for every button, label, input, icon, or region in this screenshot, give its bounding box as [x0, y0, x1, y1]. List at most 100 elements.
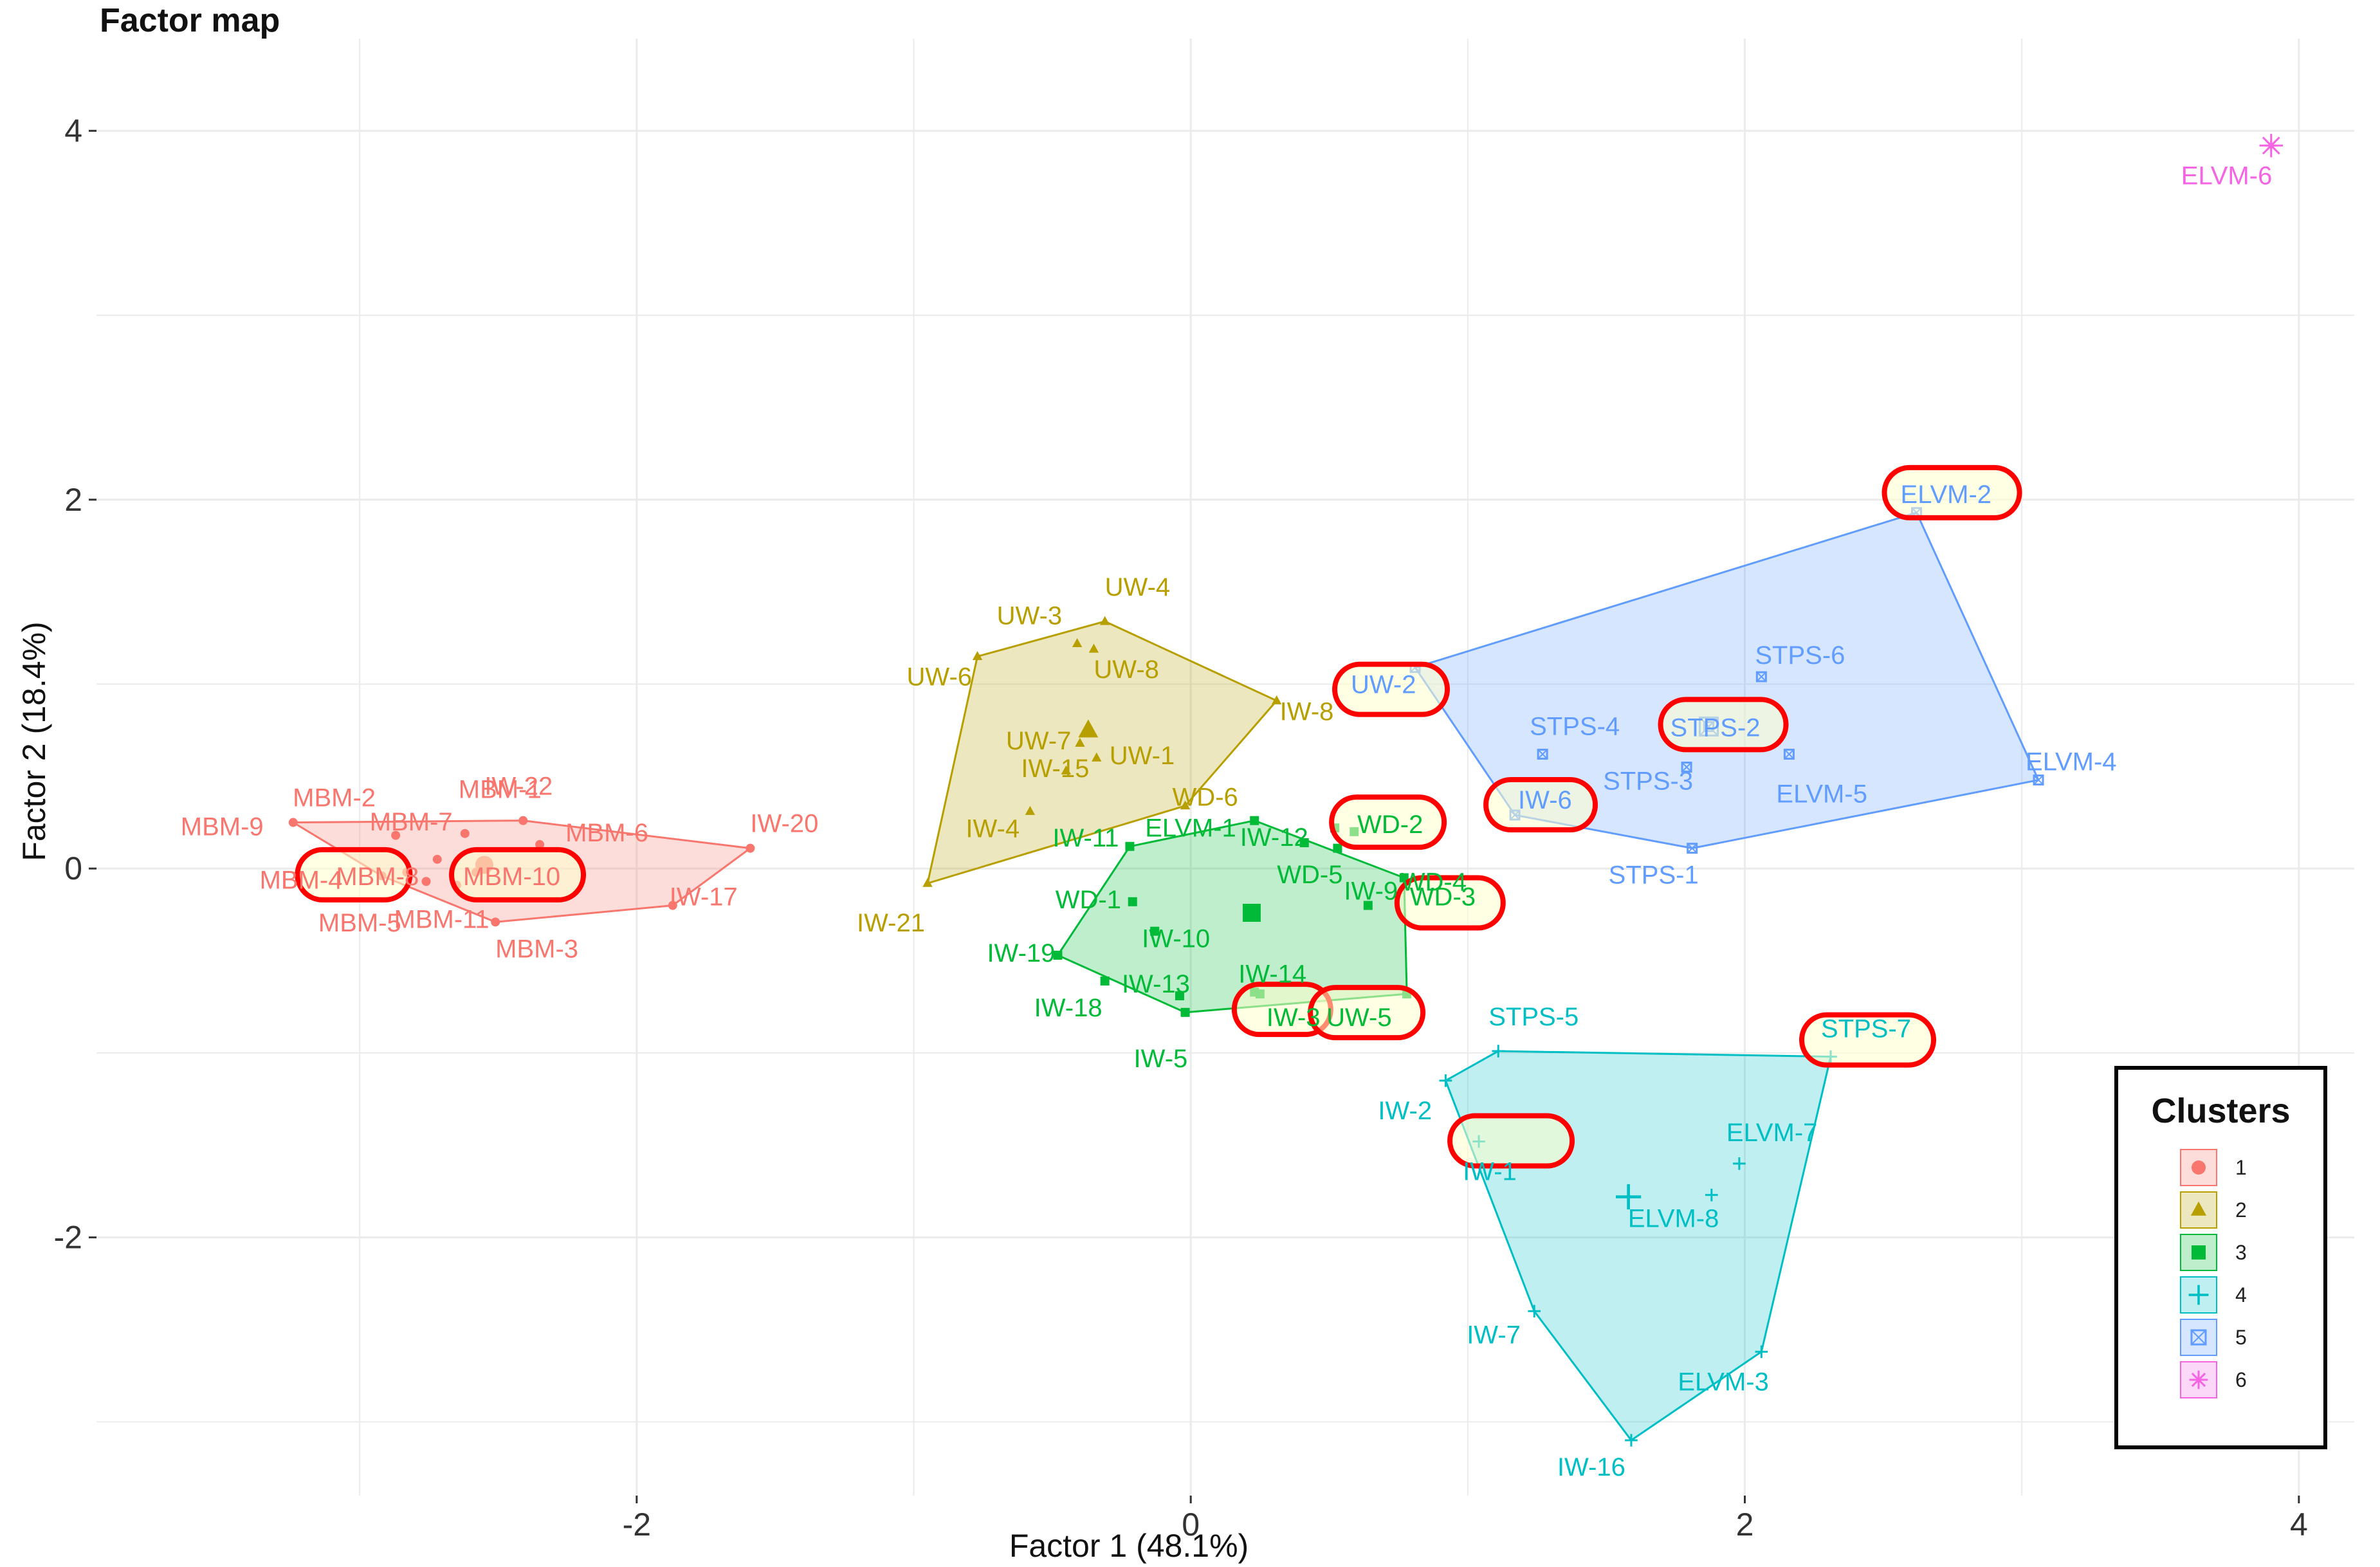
point-IW-10	[1150, 926, 1160, 936]
chart-title: Factor map	[100, 2, 280, 39]
point-UW-7	[1075, 737, 1085, 747]
point-label-MBM-1: MBM-1	[459, 776, 542, 804]
point-label-IW-8: IW-8	[1280, 697, 1334, 726]
point-UW-8-shape	[1088, 643, 1099, 653]
point-label-STPS-6: STPS-6	[1755, 641, 1845, 670]
highlight-ring-MBM-8	[295, 847, 413, 903]
point-label-STPS-1: STPS-1	[1609, 861, 1699, 890]
legend-marker-3-shape	[2192, 1245, 2206, 1260]
legend-label-3: 3	[2235, 1241, 2247, 1264]
point-WD-4-shape	[1399, 873, 1409, 883]
point-IW-10-shape	[1150, 926, 1160, 936]
point-label-IW-21: IW-21	[857, 909, 925, 937]
point-STPS-3-box	[1681, 762, 1692, 773]
point-IW-9-shape	[1333, 843, 1342, 853]
highlight-ring-STPS-7	[1799, 1012, 1937, 1068]
point-label-MBM-11: MBM-11	[394, 905, 490, 933]
point-label-IW-16: IW-16	[1557, 1453, 1625, 1481]
point-label-ELVM-3: ELVM-3	[1678, 1368, 1769, 1396]
point-label-UW-4: UW-4	[1105, 573, 1170, 601]
point-IW-22	[518, 816, 528, 825]
centroid-cluster-4	[1616, 1184, 1642, 1210]
point-MBM-7	[432, 854, 442, 864]
point-UW-4-shape	[1099, 616, 1110, 625]
legend-label-4: 4	[2235, 1283, 2247, 1306]
highlight-ring-MBM-10	[449, 847, 587, 903]
point-MBM-6-shape	[535, 839, 545, 849]
legend-marker-4	[2188, 1285, 2209, 1305]
legend-marker-6-arm	[2191, 1372, 2206, 1388]
legend-marker-5-box	[2190, 1329, 2207, 1346]
point-MBM-3-shape	[491, 917, 500, 927]
point-label-ELVM-5: ELVM-5	[1776, 780, 1867, 808]
point-ELVM-7	[1733, 1157, 1746, 1170]
point-label-IW-2: IW-2	[1378, 1097, 1432, 1125]
point-IW-20-shape	[746, 843, 755, 853]
legend-title: Clusters	[2151, 1092, 2290, 1130]
y-tick-label: 2	[64, 482, 82, 518]
legend-label-1: 1	[2235, 1156, 2247, 1179]
point-label-IW-12: IW-12	[1240, 823, 1308, 852]
point-UW-7-shape	[1075, 737, 1085, 747]
y-tick-label: 0	[64, 850, 82, 886]
point-IW-11	[1125, 841, 1135, 851]
point-label-WD-4: WD-4	[1401, 868, 1467, 897]
x-tick-label: 4	[2290, 1507, 2308, 1543]
point-WD-6	[1180, 800, 1191, 810]
point-STPS-1	[1687, 843, 1698, 854]
point-MBM-9	[288, 818, 298, 827]
point-labels: MBM-1 MBM-2 MBM-3 MBM-4 MBM-5 MBM-6 MBM-7 MBM-8…	[181, 161, 2273, 1481]
point-label-MBM-8: MBM-8	[336, 863, 419, 891]
point-IW-8	[1271, 695, 1282, 704]
point-label-STPS-5: STPS-5	[1488, 1003, 1579, 1031]
legend-label-5: 5	[2235, 1326, 2247, 1349]
point-MBM-3	[491, 917, 500, 927]
point-label-IW-6: IW-6	[1518, 786, 1572, 814]
point-label-MBM-6: MBM-6	[565, 819, 648, 847]
point-IW-19	[1053, 950, 1063, 960]
point-IW-22-shape	[518, 816, 528, 825]
point-label-STPS-4: STPS-4	[1530, 712, 1620, 740]
point-ELVM-1-shape	[1250, 816, 1259, 825]
point-IW-12-shape	[1299, 838, 1309, 848]
centroid-cluster-2	[1078, 719, 1099, 738]
point-label-ELVM-2: ELVM-2	[1901, 481, 1992, 509]
centroid-cluster-3	[1242, 904, 1261, 922]
point-STPS-3	[1681, 762, 1692, 773]
x-axis-title: Factor 1 (48.1%)	[1009, 1528, 1249, 1564]
point-label-UW-6: UW-6	[907, 663, 972, 691]
point-ELVM-8	[1705, 1188, 1718, 1202]
point-label-IW-9: IW-9	[1344, 877, 1398, 906]
point-IW-9	[1333, 843, 1342, 853]
point-IW-8-shape	[1271, 695, 1282, 704]
point-IW-5-shape	[1180, 1007, 1190, 1017]
point-IW-18-shape	[1100, 976, 1110, 986]
highlight-ring-IW-1	[1447, 1113, 1575, 1169]
point-label-WD-1: WD-1	[1056, 886, 1121, 914]
point-label-ELVM-6: ELVM-6	[2181, 161, 2273, 190]
centroid-cluster-2-shape	[1078, 719, 1099, 738]
point-IW-7	[1528, 1305, 1541, 1318]
y-axis-title: Factor 2 (18.4%)	[16, 621, 52, 861]
legend-marker-5	[2190, 1329, 2207, 1346]
grid	[96, 39, 2354, 1496]
highlight-ring-ELVM-2	[1881, 464, 2022, 520]
highlight-ring-UW-2	[1332, 661, 1451, 717]
point-UW-8	[1088, 643, 1099, 653]
point-label-ELVM-7: ELVM-7	[1726, 1119, 1818, 1147]
point-label-IW-11: IW-11	[1052, 824, 1119, 852]
point-label-ELVM-8: ELVM-8	[1628, 1205, 1719, 1233]
point-STPS-6	[1755, 671, 1767, 683]
point-label-IW-17: IW-17	[670, 883, 738, 912]
point-STPS-6-d2	[1756, 672, 1767, 682]
legend-marker-6	[2189, 1370, 2208, 1389]
point-label-MBM-9: MBM-9	[181, 813, 264, 841]
legend-marker-3	[2192, 1245, 2206, 1260]
point-IW-15	[1061, 765, 1072, 774]
point-label-IW-22: IW-22	[484, 773, 553, 801]
point-label-UW-2: UW-2	[1351, 671, 1416, 699]
point-MBM-2-shape	[391, 830, 401, 840]
point-MBM-9-shape	[288, 818, 298, 827]
point-WD-3-shape	[1363, 901, 1373, 910]
point-ELVM-5-box	[1783, 748, 1795, 760]
